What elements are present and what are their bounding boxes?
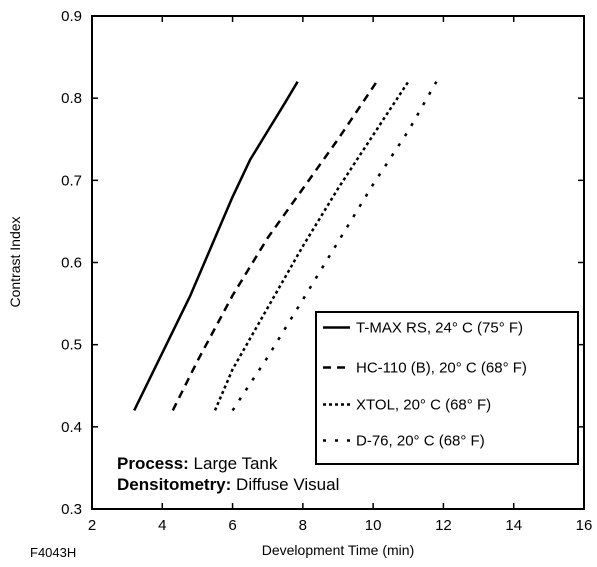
legend-label: XTOL, 20° C (68° F) bbox=[356, 397, 491, 414]
y-tick-label: 0.5 bbox=[61, 337, 82, 354]
series-layer bbox=[133, 81, 438, 412]
y-axis-title: Contrast Index bbox=[7, 216, 23, 307]
x-tick-label: 2 bbox=[88, 517, 96, 534]
y-tick-label: 0.4 bbox=[61, 419, 82, 436]
legend-label: HC-110 (B), 20° C (68° F) bbox=[356, 360, 527, 377]
figure-id: F4043H bbox=[30, 545, 76, 560]
process-annotation: Process: Large Tank Densitometry: Diffus… bbox=[117, 454, 339, 494]
legend: T-MAX RS, 24° C (75° F) HC-110 (B), 20° C… bbox=[315, 311, 579, 465]
x-tick-label: 4 bbox=[158, 517, 166, 534]
y-tick-label: 0.6 bbox=[61, 255, 82, 272]
legend-items: T-MAX RS, 24° C (75° F) HC-110 (B), 20° C… bbox=[323, 320, 527, 450]
series-line-dotted bbox=[213, 81, 410, 411]
y-tick-label: 0.8 bbox=[61, 90, 82, 107]
y-tick-label: 0.3 bbox=[61, 501, 82, 518]
legend-label: D-76, 20° C (68° F) bbox=[356, 433, 485, 450]
annotation-densitometry: Densitometry: Diffuse Visual bbox=[117, 475, 339, 494]
x-tick-label: 8 bbox=[299, 517, 307, 534]
x-tick-label: 6 bbox=[228, 517, 236, 534]
series-line-solid bbox=[133, 81, 299, 411]
legend-label: T-MAX RS, 24° C (75° F) bbox=[356, 320, 523, 337]
series-line-dashed bbox=[171, 81, 378, 411]
y-tick-label: 0.9 bbox=[61, 8, 82, 25]
annotation-densitometry-value: Diffuse Visual bbox=[231, 475, 339, 494]
y-tick-label: 0.7 bbox=[61, 172, 82, 189]
x-tick-label: 14 bbox=[505, 517, 522, 534]
x-axis-title: Development Time (min) bbox=[262, 542, 415, 558]
x-tick-label: 12 bbox=[435, 517, 452, 534]
legend-box bbox=[315, 311, 579, 465]
ticks-layer: 2 4 6 8 10 12 14 16 0.3 0.4 0.5 0.6 0.7 0.8 0.9 bbox=[61, 8, 592, 534]
annotation-process: Process: Large Tank bbox=[117, 454, 278, 473]
x-tick-label: 16 bbox=[576, 517, 593, 534]
annotation-process-key: Process: bbox=[117, 454, 189, 473]
annotation-process-value: Large Tank bbox=[189, 454, 278, 473]
x-tick-label: 10 bbox=[365, 517, 382, 534]
annotation-densitometry-key: Densitometry: bbox=[117, 475, 231, 494]
